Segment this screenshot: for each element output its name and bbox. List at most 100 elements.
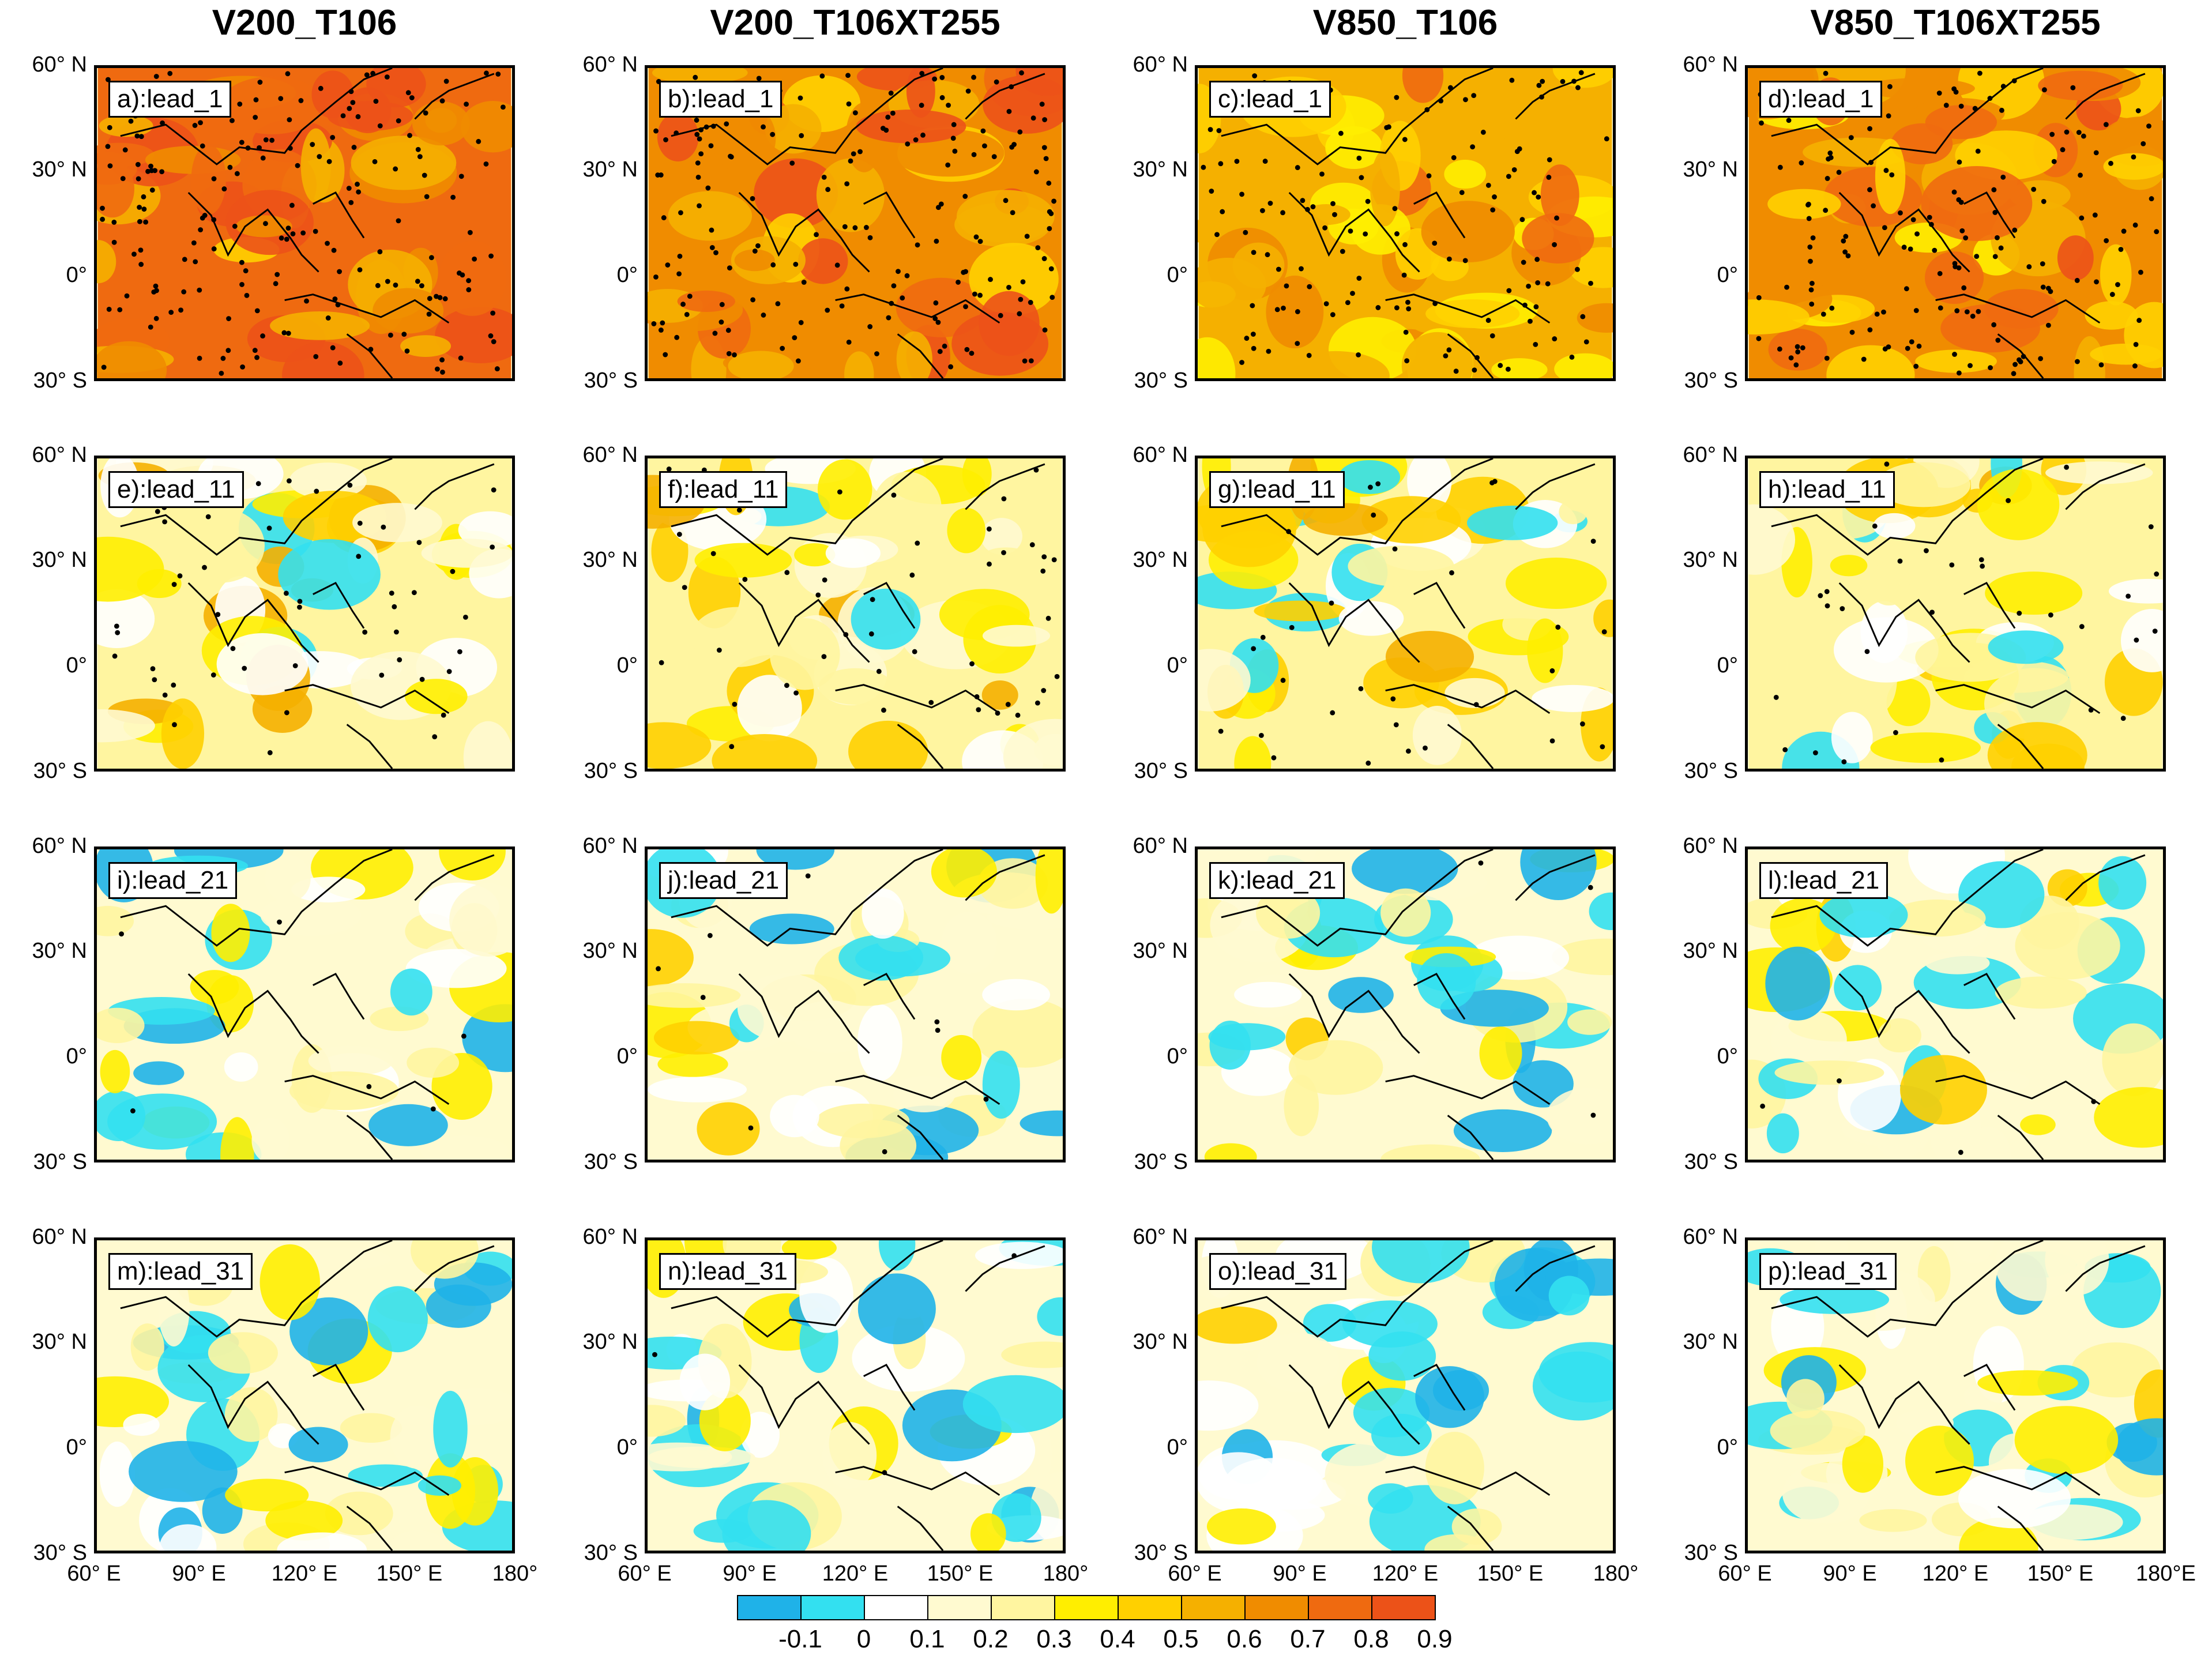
lat-tick-label: 30° N	[582, 1330, 638, 1354]
lat-tick-label: 0°	[66, 1435, 87, 1459]
lon-tick-label: 90° E	[723, 1562, 777, 1586]
colorbar-label: 0.7	[1290, 1625, 1326, 1653]
correlation-field	[97, 849, 512, 1160]
lat-tick-label: 30° N	[1133, 1330, 1188, 1354]
colorbar-label: 0.6	[1227, 1625, 1262, 1653]
lat-tick-label: 30° S	[1134, 1150, 1188, 1174]
lat-tick-label: 30° S	[584, 759, 638, 783]
lon-tick-label: 150° E	[376, 1562, 443, 1586]
lat-tick-label: 0°	[1717, 263, 1738, 287]
map-panel: h):lead_11	[1745, 456, 2166, 772]
lat-tick-label: 30° N	[32, 939, 87, 963]
lat-tick-label: 30° N	[32, 157, 87, 182]
panel-label: e):lead_11	[108, 471, 244, 508]
lon-tick-label: 150° E	[1477, 1562, 1544, 1586]
lat-tick-label: 60° N	[1683, 52, 1738, 77]
lat-tick-label: 0°	[616, 1435, 638, 1459]
lon-tick-label: 60° E	[1718, 1562, 1772, 1586]
lat-tick-label: 0°	[616, 1044, 638, 1068]
lat-tick-label: 30° S	[584, 368, 638, 393]
lon-tick-label: 60° E	[1168, 1562, 1222, 1586]
panel-label: f):lead_11	[659, 471, 788, 508]
lon-tick-label: 180°	[1593, 1562, 1639, 1586]
lat-tick-label: 0°	[1167, 263, 1188, 287]
correlation-field	[97, 68, 512, 378]
colorbar-label: 0.5	[1163, 1625, 1199, 1653]
column-title: V200_T106	[212, 3, 397, 43]
panel-label: p):lead_31	[1759, 1253, 1897, 1290]
lat-tick-label: 0°	[1167, 1044, 1188, 1068]
lat-tick-label: 30° S	[33, 759, 87, 783]
lat-tick-label: 30° N	[32, 1330, 87, 1354]
lon-tick-label: 90° E	[172, 1562, 226, 1586]
lat-tick-label: 30° S	[1134, 1541, 1188, 1565]
correlation-field	[97, 1240, 512, 1551]
lat-tick-label: 30° S	[1684, 759, 1738, 783]
lat-tick-label: 60° N	[1133, 52, 1188, 77]
panel-label: a):lead_1	[108, 81, 232, 118]
correlation-field	[1198, 458, 1613, 769]
lon-tick-label: 180°	[492, 1562, 538, 1586]
lat-tick-label: 30° N	[32, 548, 87, 572]
map-panel: a):lead_1	[94, 65, 515, 381]
map-panel: j):lead_21	[645, 846, 1066, 1162]
lat-tick-label: 30° S	[1684, 1150, 1738, 1174]
map-panel: c):lead_1	[1195, 65, 1616, 381]
map-panel: f):lead_11	[645, 456, 1066, 772]
lon-tick-label: 120° E	[822, 1562, 889, 1586]
lat-tick-label: 0°	[1717, 653, 1738, 678]
colorbar-swatch	[927, 1595, 992, 1620]
panel-label: j):lead_21	[659, 862, 788, 899]
lon-tick-label: 150° E	[927, 1562, 994, 1586]
lat-tick-label: 30° N	[1683, 548, 1738, 572]
map-panel: b):lead_1	[645, 65, 1066, 381]
map-panel: l):lead_21	[1745, 846, 2166, 1162]
lat-tick-label: 30° N	[1133, 939, 1188, 963]
lon-tick-label: 180°E	[2136, 1562, 2196, 1586]
correlation-field	[97, 458, 512, 769]
colorbar-swatch	[737, 1595, 802, 1620]
panel-label: k):lead_21	[1209, 862, 1345, 899]
lat-tick-label: 60° N	[32, 443, 87, 467]
correlation-field	[1748, 458, 2163, 769]
lat-tick-label: 60° N	[582, 443, 638, 467]
lat-tick-label: 30° S	[33, 368, 87, 393]
map-panel: p):lead_31	[1745, 1237, 2166, 1553]
map-panel: k):lead_21	[1195, 846, 1616, 1162]
lat-tick-label: 60° N	[1133, 1225, 1188, 1249]
panel-label: i):lead_21	[108, 862, 238, 899]
lat-tick-label: 0°	[66, 653, 87, 678]
lat-tick-label: 60° N	[32, 1225, 87, 1249]
correlation-field	[1748, 1240, 2163, 1551]
lon-tick-label: 120° E	[271, 1562, 338, 1586]
colorbar-swatch	[1244, 1595, 1309, 1620]
lon-tick-label: 90° E	[1273, 1562, 1327, 1586]
correlation-field	[648, 1240, 1063, 1551]
map-panel: i):lead_21	[94, 846, 515, 1162]
correlation-field	[1198, 849, 1613, 1160]
lat-tick-label: 60° N	[1133, 834, 1188, 858]
lat-tick-label: 30° S	[1134, 368, 1188, 393]
lat-tick-label: 0°	[1717, 1044, 1738, 1068]
correlation-field	[1748, 849, 2163, 1160]
panel-label: o):lead_31	[1209, 1253, 1346, 1290]
colorbar-label: 0.3	[1036, 1625, 1072, 1653]
panel-label: g):lead_11	[1209, 471, 1345, 508]
lat-tick-label: 30° N	[582, 548, 638, 572]
colorbar-label: 0	[856, 1625, 871, 1653]
lat-tick-label: 30° N	[1133, 157, 1188, 182]
colorbar-swatch	[1054, 1595, 1119, 1620]
lat-tick-label: 0°	[616, 653, 638, 678]
colorbar-label: 0.8	[1353, 1625, 1389, 1653]
lon-tick-label: 60° E	[67, 1562, 121, 1586]
colorbar-label: 0.4	[1100, 1625, 1135, 1653]
correlation-field	[648, 68, 1063, 378]
panel-label: n):lead_31	[659, 1253, 796, 1290]
column-title: V200_T106XT255	[710, 3, 1000, 43]
lat-tick-label: 60° N	[1133, 443, 1188, 467]
lat-tick-label: 0°	[1717, 1435, 1738, 1459]
column-title: V850_T106XT255	[1810, 3, 2101, 43]
map-panel: g):lead_11	[1195, 456, 1616, 772]
panel-label: m):lead_31	[108, 1253, 253, 1290]
